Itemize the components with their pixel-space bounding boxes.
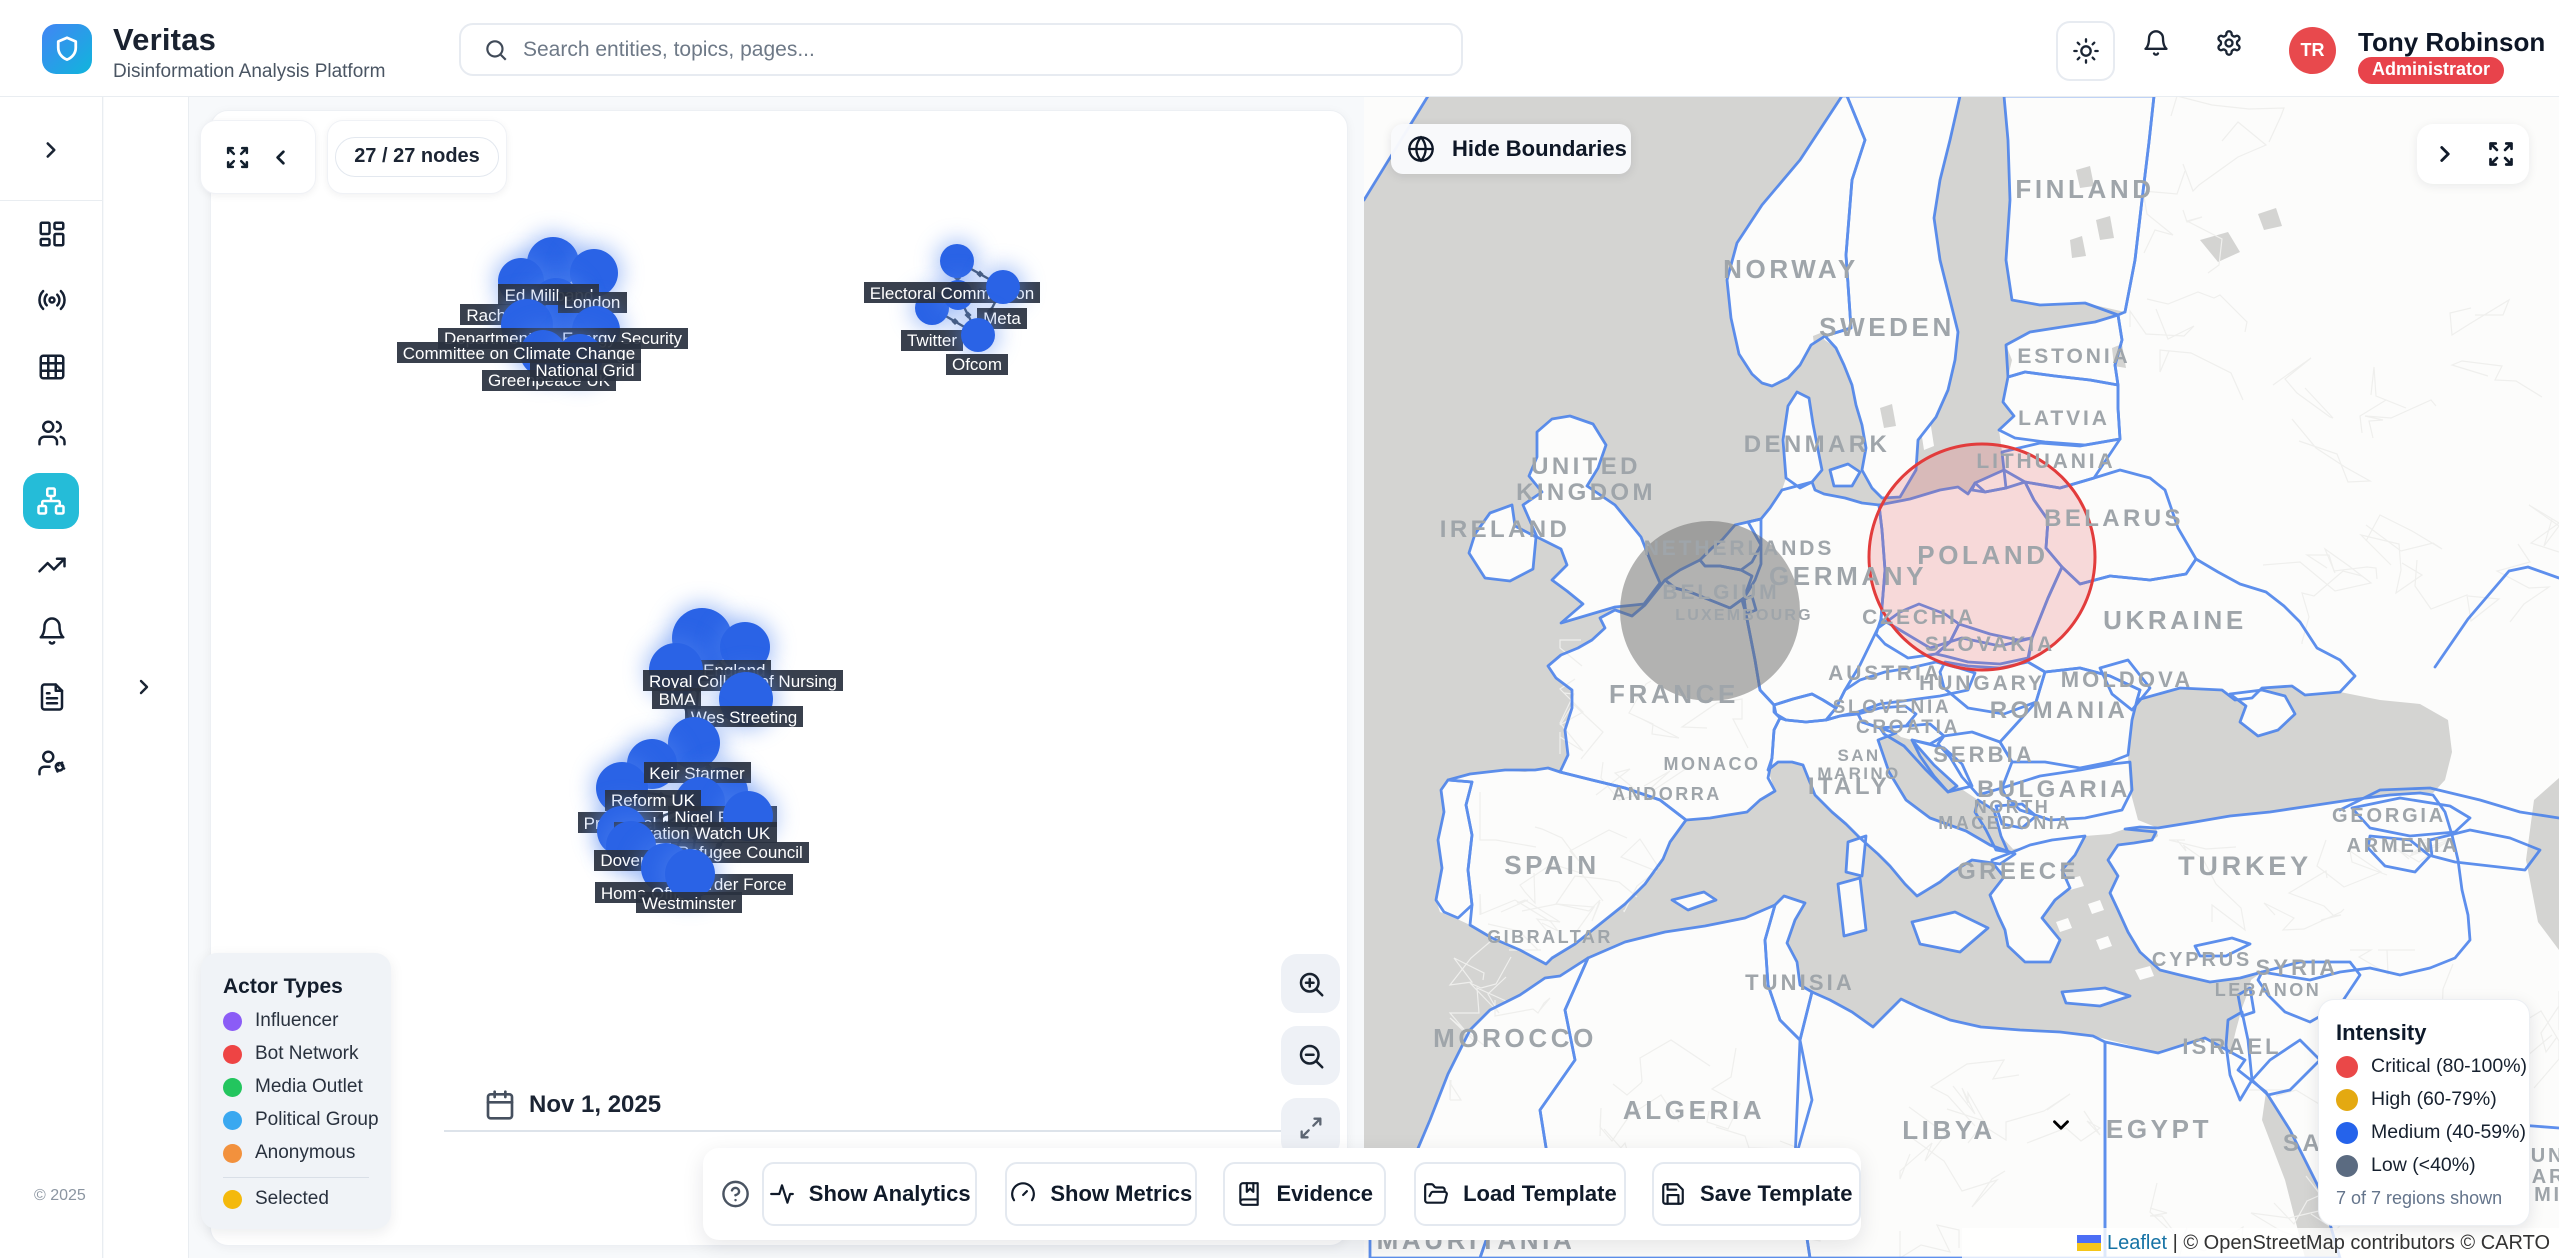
svg-text:NORWAY: NORWAY <box>1723 254 1859 284</box>
svg-text:NETHERLANDS: NETHERLANDS <box>1644 537 1835 560</box>
svg-text:FINLAND: FINLAND <box>2015 174 2154 204</box>
svg-text:GERMANY: GERMANY <box>1769 561 1927 591</box>
svg-text:SWEDEN: SWEDEN <box>1819 312 1955 342</box>
svg-text:ALGERIA: ALGERIA <box>1623 1095 1765 1125</box>
svg-text:BELGIUM: BELGIUM <box>1662 581 1779 604</box>
svg-text:GEORGIA: GEORGIA <box>2332 805 2446 827</box>
svg-text:KINGDOM: KINGDOM <box>1516 479 1656 506</box>
svg-text:Wes Streeting: Wes Streeting <box>691 708 797 727</box>
svg-text:LIBYA: LIBYA <box>1902 1115 1996 1145</box>
svg-text:GREECE: GREECE <box>1957 858 2079 885</box>
svg-text:TUNISIA: TUNISIA <box>1745 970 1855 995</box>
svg-text:TURKEY: TURKEY <box>2178 851 2312 881</box>
svg-text:SLOVAKIA: SLOVAKIA <box>1925 633 2055 656</box>
svg-text:UN: UN <box>2531 1145 2559 1167</box>
svg-text:AR: AR <box>2532 1166 2559 1188</box>
svg-text:AUSTRIA: AUSTRIA <box>1828 662 1942 685</box>
svg-text:MOLDOVA: MOLDOVA <box>2061 667 2194 692</box>
svg-text:CZECHIA: CZECHIA <box>1862 606 1976 629</box>
svg-text:UKRAINE: UKRAINE <box>2103 605 2247 635</box>
svg-text:ANDORRA: ANDORRA <box>1612 784 1722 804</box>
svg-text:Westminster: Westminster <box>642 894 736 913</box>
svg-text:UNITED: UNITED <box>1531 453 1641 480</box>
svg-text:ITALY: ITALY <box>1808 773 1890 800</box>
svg-text:SAN: SAN <box>1837 746 1880 765</box>
svg-text:ARMENIA: ARMENIA <box>2347 835 2460 857</box>
svg-text:LATVIA: LATVIA <box>2018 407 2110 430</box>
svg-text:BULGARIA: BULGARIA <box>1977 776 2131 803</box>
svg-text:BMA: BMA <box>659 690 697 709</box>
svg-text:MI: MI <box>2534 1184 2559 1206</box>
svg-text:ISRAEL: ISRAEL <box>2182 1034 2281 1059</box>
svg-text:SA: SA <box>2283 1130 2323 1157</box>
svg-text:IRELAND: IRELAND <box>1440 516 1570 543</box>
svg-text:Committee on Climate Change: Committee on Climate Change <box>403 344 635 363</box>
svg-text:BELARUS: BELARUS <box>2044 505 2184 532</box>
svg-text:Dover: Dover <box>600 851 646 870</box>
svg-text:Twitter: Twitter <box>907 331 957 350</box>
svg-text:POLAND: POLAND <box>1917 540 2048 570</box>
svg-text:MOROCCO: MOROCCO <box>1433 1023 1597 1053</box>
svg-text:Ofcom: Ofcom <box>952 355 1002 374</box>
svg-text:MACEDONIA: MACEDONIA <box>1938 813 2072 833</box>
svg-text:EGYPT: EGYPT <box>2106 1114 2212 1144</box>
svg-text:LUXEMBOURG: LUXEMBOURG <box>1675 607 1813 624</box>
svg-text:NORTH: NORTH <box>1974 797 2051 817</box>
svg-text:HUNGARY: HUNGARY <box>1919 672 2045 695</box>
svg-text:SLOVENIA: SLOVENIA <box>1833 697 1952 718</box>
svg-text:ROMANIA: ROMANIA <box>1990 697 2128 724</box>
svg-text:LITHUANIA: LITHUANIA <box>1976 450 2115 473</box>
svg-text:DENMARK: DENMARK <box>1744 431 1890 458</box>
svg-text:National Grid: National Grid <box>535 361 634 380</box>
svg-text:CROATIA: CROATIA <box>1856 717 1960 738</box>
svg-text:GIBRALTAR: GIBRALTAR <box>1487 927 1613 947</box>
svg-text:LEBANON: LEBANON <box>2215 980 2322 1000</box>
svg-text:SPAIN: SPAIN <box>1504 850 1600 880</box>
svg-text:MARINO: MARINO <box>1817 764 1900 783</box>
svg-text:SYRIA: SYRIA <box>2256 955 2339 980</box>
svg-text:SERBIA: SERBIA <box>1933 742 2035 767</box>
svg-text:MONACO: MONACO <box>1664 754 1761 774</box>
svg-text:ESTONIA: ESTONIA <box>2017 345 2130 368</box>
svg-text:FRANCE: FRANCE <box>1609 679 1739 709</box>
svg-text:CYPRUS: CYPRUS <box>2152 949 2252 971</box>
